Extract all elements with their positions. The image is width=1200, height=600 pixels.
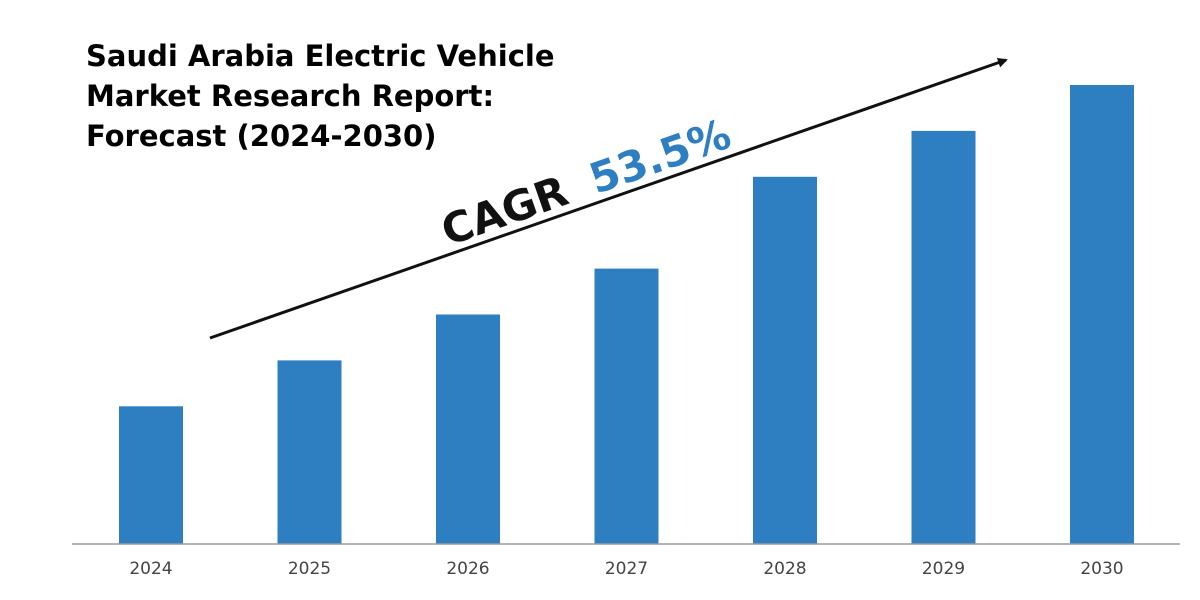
x-tick-label-2025: 2025 bbox=[288, 559, 331, 579]
x-tick-label-2030: 2030 bbox=[1080, 559, 1123, 579]
cagr-value: 53.5% bbox=[583, 109, 737, 203]
bar-2025 bbox=[277, 360, 342, 544]
x-tick-label-2029: 2029 bbox=[922, 559, 965, 579]
bar-2028 bbox=[753, 176, 817, 545]
x-tick-label-2024: 2024 bbox=[129, 559, 172, 579]
x-tick-label-2027: 2027 bbox=[605, 559, 648, 579]
chart-title: Saudi Arabia Electric Vehicle Market Res… bbox=[86, 39, 555, 153]
cagr-annotation: CAGR 53.5% bbox=[435, 109, 737, 255]
bar-2024 bbox=[119, 406, 183, 544]
x-tick-label-2028: 2028 bbox=[763, 559, 806, 579]
x-tick-label-2026: 2026 bbox=[446, 559, 489, 579]
bar-2026 bbox=[436, 314, 500, 544]
chart-title-line-1: Saudi Arabia Electric Vehicle bbox=[86, 39, 555, 73]
bar-2029 bbox=[911, 130, 976, 544]
cagr-trend-arrow bbox=[209, 57, 1008, 340]
chart-title-line-3: Forecast (2024-2030) bbox=[86, 119, 436, 153]
bar-2027 bbox=[594, 268, 659, 544]
bar-2030 bbox=[1070, 85, 1134, 544]
x-axis-ticks: 2024 2025 2026 2027 2028 2029 2030 bbox=[129, 559, 1123, 579]
chart-title-line-2: Market Research Report: bbox=[86, 79, 494, 113]
bar-series bbox=[119, 85, 1134, 545]
cagr-label: CAGR bbox=[435, 166, 574, 255]
